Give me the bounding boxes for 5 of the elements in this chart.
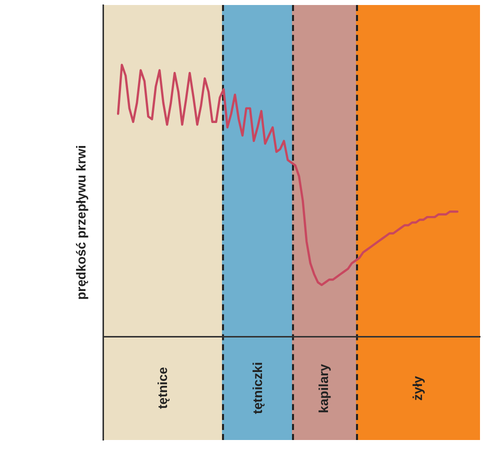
- text: tętnice: [155, 367, 170, 410]
- text: tętniczki: [250, 362, 264, 414]
- y-axis-title: prędkość przepływu krwi: [73, 145, 88, 300]
- text: żyły: [410, 376, 426, 401]
- text: kapilary: [316, 364, 332, 413]
